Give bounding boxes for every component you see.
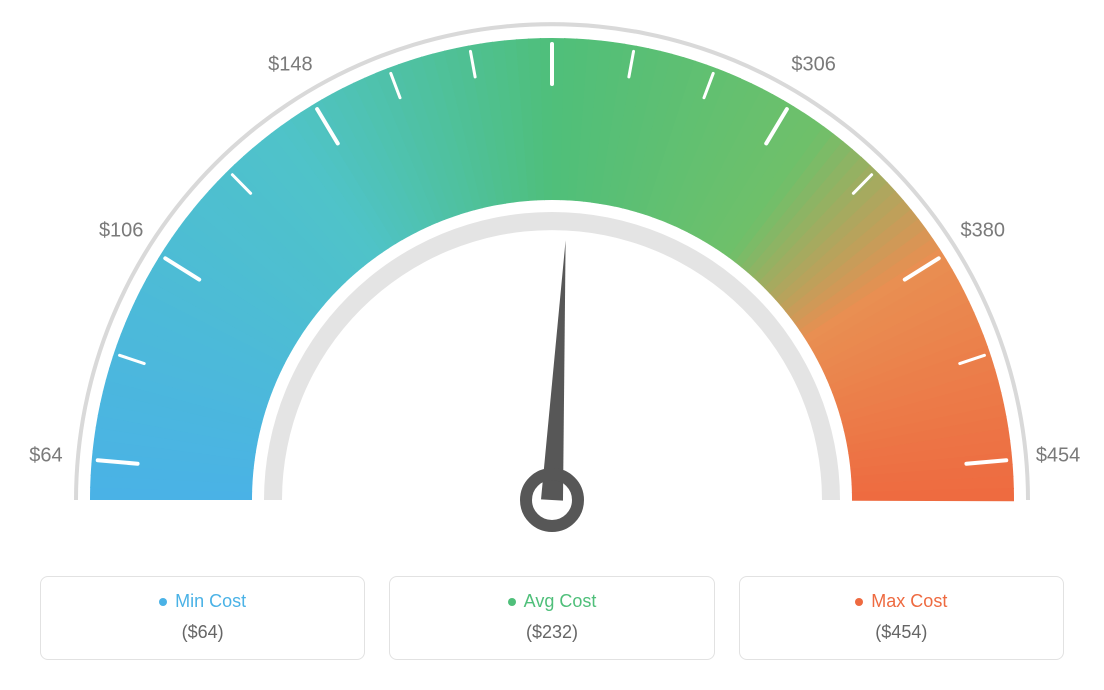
legend-value-max: ($454)	[750, 622, 1053, 643]
tick-label: $454	[1036, 444, 1081, 467]
legend-row: Min Cost ($64) Avg Cost ($232) Max Cost …	[40, 576, 1064, 660]
tick-label: $380	[961, 219, 1006, 242]
legend-value-min: ($64)	[51, 622, 354, 643]
legend-card-avg: Avg Cost ($232)	[389, 576, 714, 660]
gauge-area: $64 $106 $148 $232 $306 $380 $454	[0, 0, 1104, 560]
tick-label: $64	[29, 444, 62, 467]
legend-dot-max	[855, 598, 863, 606]
legend-label-avg: Avg Cost	[508, 591, 597, 612]
legend-text-avg: Avg Cost	[524, 591, 597, 612]
legend-text-min: Min Cost	[175, 591, 246, 612]
legend-card-max: Max Cost ($454)	[739, 576, 1064, 660]
gauge-svg	[0, 0, 1104, 560]
legend-value-avg: ($232)	[400, 622, 703, 643]
tick-label: $232	[530, 0, 575, 4]
legend-label-max: Max Cost	[855, 591, 947, 612]
legend-text-max: Max Cost	[871, 591, 947, 612]
legend-card-min: Min Cost ($64)	[40, 576, 365, 660]
tick-label: $106	[99, 219, 144, 242]
legend-label-min: Min Cost	[159, 591, 246, 612]
cost-gauge-chart: $64 $106 $148 $232 $306 $380 $454 Min Cost ($6…	[0, 0, 1104, 690]
legend-dot-avg	[508, 598, 516, 606]
tick-label: $306	[791, 53, 836, 76]
tick-label: $148	[268, 53, 313, 76]
legend-dot-min	[159, 598, 167, 606]
